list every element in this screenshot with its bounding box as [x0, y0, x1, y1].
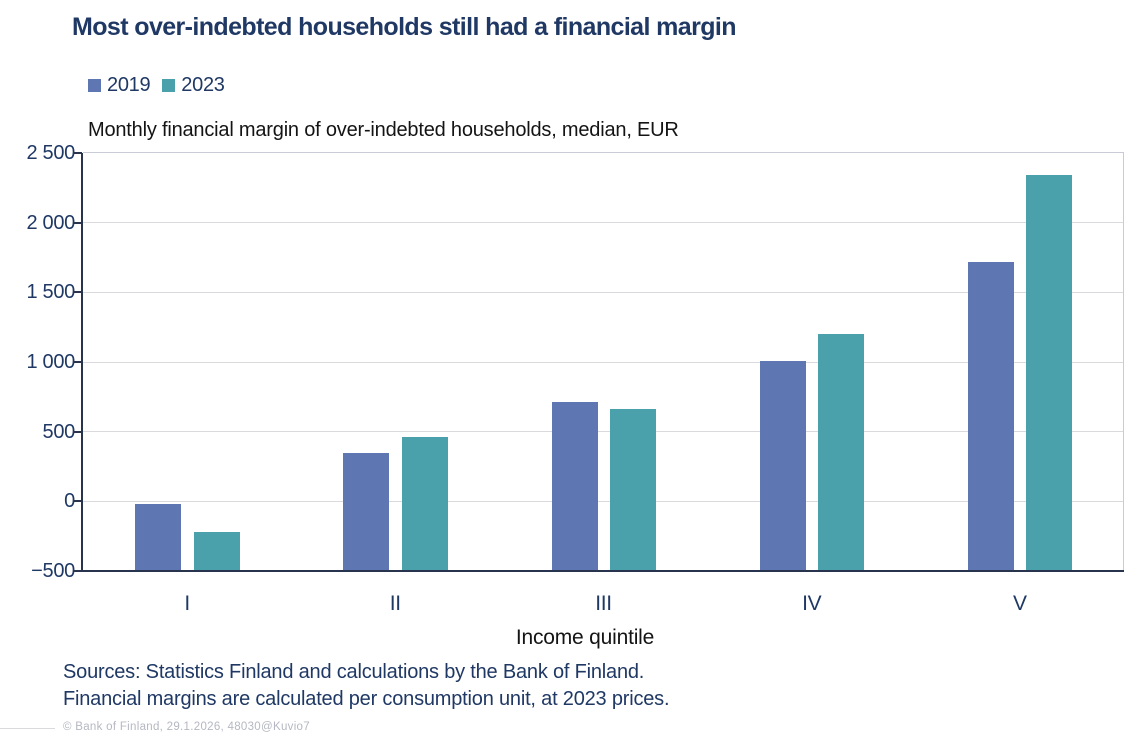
footer-rule	[0, 728, 55, 729]
y-axis-tick-500	[74, 430, 82, 433]
legend-swatch-2019	[88, 79, 101, 92]
gridline-500	[83, 431, 1124, 433]
y-axis-tick-2000	[74, 221, 82, 224]
legend-item-2019: 2019	[88, 74, 151, 97]
bar-2019-V	[967, 261, 1014, 571]
bar-2023-II	[401, 437, 448, 571]
y-axis-tick-label-2000: 2 000	[26, 211, 75, 234]
y-axis-tick--500	[74, 570, 82, 572]
x-axis-label-II: II	[389, 592, 401, 615]
plot-border-top	[83, 152, 1124, 153]
gridline-1000	[83, 361, 1124, 363]
legend: 2019 2023	[88, 74, 237, 97]
y-axis-line	[81, 153, 83, 572]
y-axis-tick-label-1000: 1 000	[26, 351, 75, 373]
y-axis-tick-0	[74, 500, 82, 503]
bar-2023-I	[193, 531, 240, 571]
y-axis-tick-label-0: 0	[64, 490, 75, 513]
y-axis-tick-label--500: −500	[31, 560, 75, 582]
bar-2023-V	[1026, 175, 1073, 571]
x-axis-label-V: V	[1013, 592, 1027, 615]
x-axis-label-IV: IV	[802, 592, 822, 615]
bar-2023-IV	[818, 334, 865, 571]
copyright-note: © Bank of Finland, 29.1.2026, 48030@Kuvi…	[63, 721, 310, 733]
y-axis-tick-label-1500: 1 500	[26, 281, 75, 304]
gridline-1500	[83, 291, 1124, 293]
bar-2023-III	[610, 409, 656, 571]
y-axis-tick-1000	[74, 361, 82, 363]
chart-title: Most over-indebted households still had …	[72, 13, 737, 41]
bar-2019-IV	[759, 360, 806, 571]
gridline-2000	[83, 222, 1124, 224]
legend-item-2023: 2023	[162, 74, 225, 97]
legend-label-2019: 2019	[107, 74, 151, 96]
x-axis-label-III: III	[595, 592, 612, 615]
plot-border-right	[1123, 152, 1124, 571]
legend-label-2023: 2023	[181, 74, 225, 96]
y-axis-tick-1500	[74, 291, 82, 294]
bar-2019-III	[551, 402, 598, 571]
y-axis-tick-2500	[74, 152, 82, 154]
gridline-0	[83, 500, 1124, 502]
legend-swatch-2023	[162, 79, 176, 92]
source-note: Sources: Statistics Finland and calculat…	[63, 659, 670, 713]
x-axis-title: Income quintile	[515, 626, 655, 649]
bar-2019-I	[135, 504, 182, 571]
source-line-2: Financial margins are calculated per con…	[63, 688, 670, 710]
x-axis-line	[76, 569, 1124, 572]
bar-2019-II	[343, 452, 390, 571]
source-line-1: Sources: Statistics Finland and calculat…	[63, 661, 645, 683]
x-axis-label-I: I	[184, 592, 190, 615]
y-axis-tick-label-2500: 2 500	[26, 142, 75, 164]
chart-subtitle: Monthly financial margin of over-indebte…	[88, 119, 679, 141]
y-axis-tick-label-500: 500	[42, 420, 76, 443]
